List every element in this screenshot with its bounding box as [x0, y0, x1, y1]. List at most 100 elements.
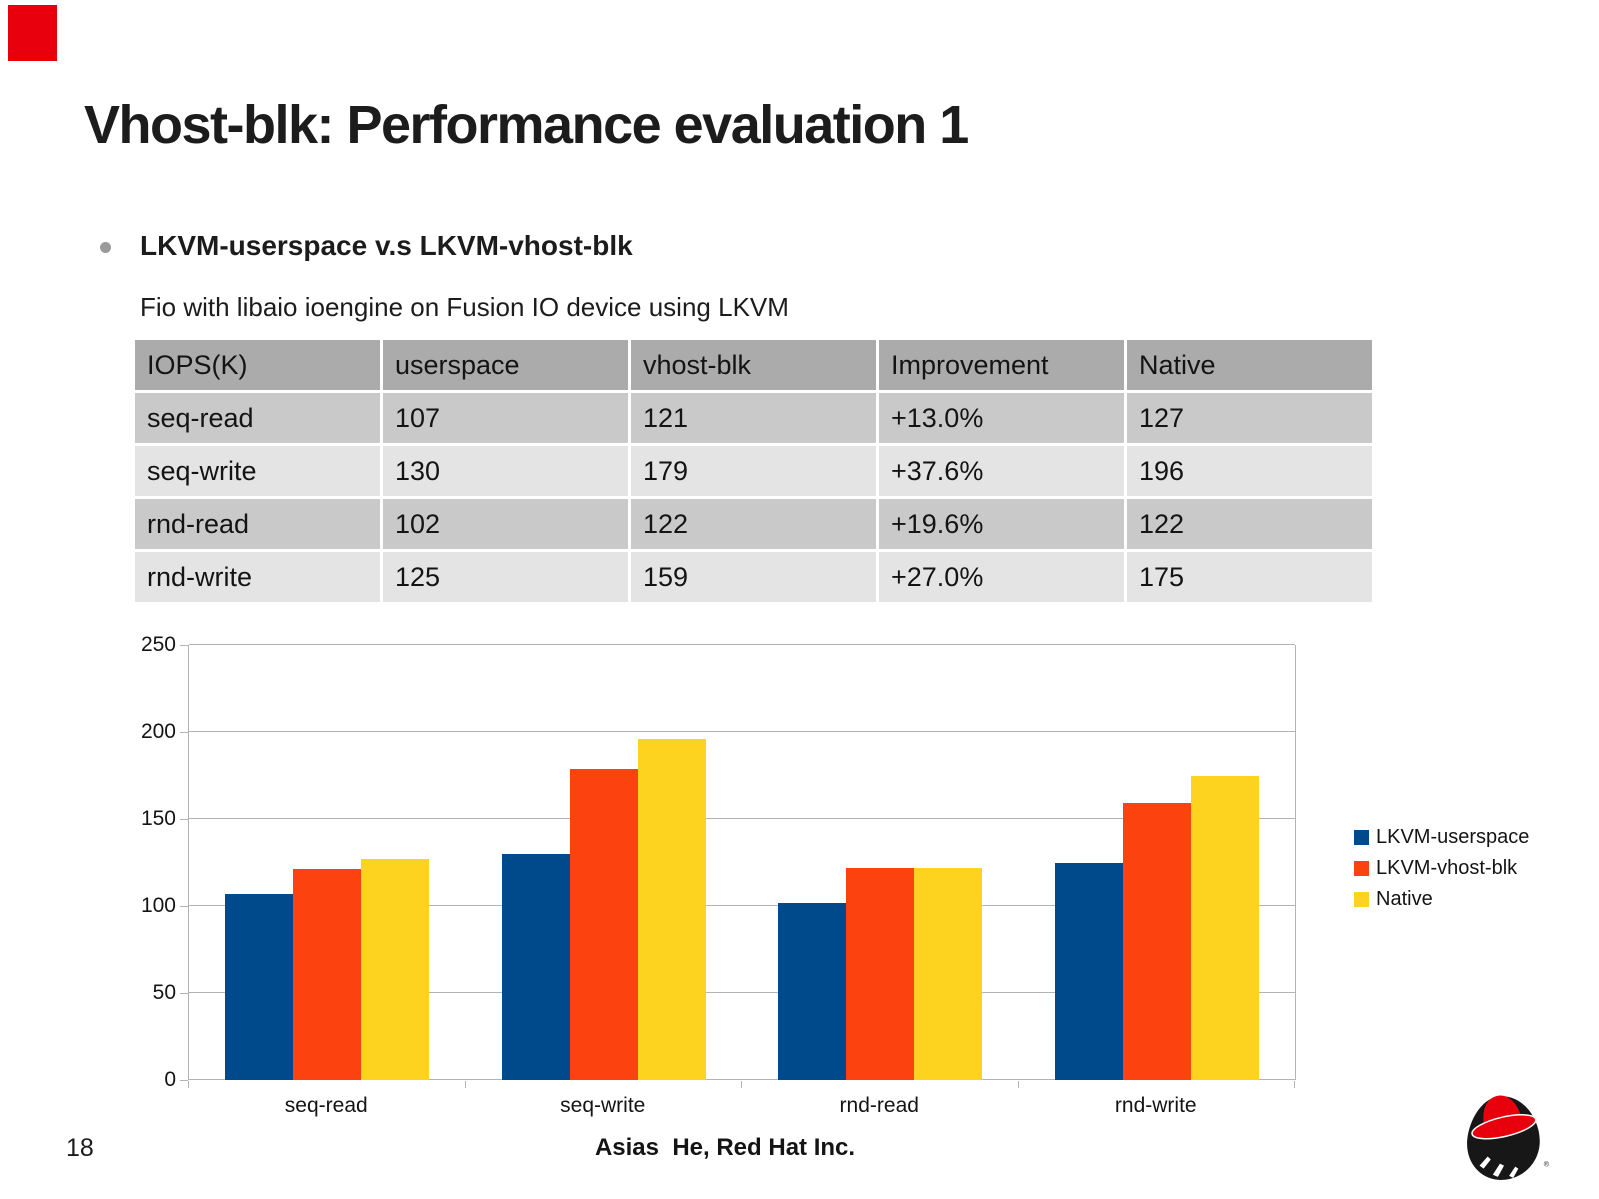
chart-bar — [637, 738, 706, 1080]
y-axis-label: 250 — [140, 633, 176, 656]
chart-gridline — [189, 992, 1295, 993]
x-axis-label: rnd-read — [839, 1094, 919, 1117]
table-cell: seq-write — [147, 455, 257, 486]
slide-subtitle: Fio with libaio ioengine on Fusion IO de… — [140, 292, 789, 322]
table-cell: +13.0% — [891, 402, 984, 433]
legend-swatch — [1354, 892, 1369, 907]
chart-bar-group — [742, 645, 1019, 1080]
table-cell: 125 — [395, 561, 441, 592]
table-header-cell: Improvement — [891, 349, 1049, 380]
bullet-label: LKVM-userspace v.s LKVM-vhost-blk — [140, 230, 633, 261]
table-cell: 102 — [395, 508, 441, 539]
table-cell: 122 — [643, 508, 689, 539]
x-axis-label: seq-read — [284, 1094, 368, 1117]
chart-bar — [914, 867, 983, 1080]
y-axis-label: 0 — [164, 1068, 176, 1091]
table-cell: 107 — [395, 402, 441, 433]
x-axis-tick — [188, 1081, 189, 1088]
chart-gridline — [189, 905, 1295, 906]
y-axis-tick — [180, 993, 188, 994]
table-body: seq-read 107 121 +13.0% 127 seq-write 130 179 +3… — [135, 393, 1372, 602]
table-cell: 196 — [1139, 455, 1185, 486]
table-header-row: IOPS(K) userspace vhost-blk Improvement Nati… — [135, 340, 1372, 390]
chart-bar — [293, 869, 362, 1080]
chart-gridline — [189, 818, 1295, 819]
legend-swatch — [1354, 830, 1369, 845]
x-axis-label: rnd-write — [1114, 1094, 1197, 1117]
legend-label: LKVM-vhost-blk — [1376, 857, 1518, 879]
y-axis-tick — [180, 645, 188, 646]
chart-gridline — [189, 644, 1295, 645]
y-axis-tick — [180, 906, 188, 907]
x-axis-label: seq-write — [560, 1094, 646, 1117]
y-axis-label: 100 — [140, 894, 176, 917]
table-cell: 175 — [1139, 561, 1185, 592]
legend-label: LKVM-userspace — [1376, 826, 1530, 848]
table-cell: +37.6% — [891, 455, 984, 486]
bullet-item: LKVM-userspace v.s LKVM-vhost-blk — [100, 230, 633, 262]
chart-bars — [189, 645, 1295, 1080]
table-row: seq-read 107 121 +13.0% 127 — [135, 393, 1372, 443]
table-header-cell: IOPS(K) — [147, 349, 248, 380]
table-cell: 159 — [643, 561, 689, 592]
chart-bar-group — [1019, 645, 1296, 1080]
redhat-logo-icon: ® — [1467, 1095, 1550, 1180]
table-cell: +19.6% — [891, 508, 984, 539]
legend-swatch — [1354, 861, 1369, 876]
chart-bar — [778, 902, 847, 1080]
table-cell: 121 — [643, 402, 689, 433]
chart-plot-area — [188, 644, 1296, 1080]
table-cell: 179 — [643, 455, 689, 486]
table-row: rnd-write 125 159 +27.0% 175 — [135, 552, 1372, 602]
table-cell: seq-read — [147, 402, 254, 433]
bullet-icon — [100, 241, 111, 253]
chart-bar — [846, 867, 915, 1080]
x-axis-tick — [741, 1081, 742, 1088]
legend-item: LKVM-vhost-blk — [1354, 857, 1529, 880]
chart-bar-group — [189, 645, 466, 1080]
table-header-cell: vhost-blk — [643, 349, 752, 380]
legend-item: LKVM-userspace — [1354, 826, 1529, 849]
table-header-cell: Native — [1139, 349, 1216, 380]
y-axis-tick — [180, 732, 188, 733]
table-header-cell: userspace — [395, 349, 520, 380]
chart-bar-group — [466, 645, 743, 1080]
y-axis-label: 50 — [152, 981, 176, 1004]
iops-table: IOPS(K) userspace vhost-blk Improvement Nati… — [132, 337, 1375, 605]
x-axis-tick — [464, 1081, 466, 1088]
table-cell: 127 — [1139, 402, 1185, 433]
table-cell: 130 — [395, 455, 441, 486]
y-axis-label: 200 — [140, 720, 176, 743]
chart-bar — [1054, 862, 1123, 1080]
chart-bar — [1122, 803, 1191, 1080]
table-cell: 122 — [1139, 508, 1185, 539]
chart-gridline — [189, 731, 1295, 732]
chart-bar — [569, 768, 638, 1080]
chart-gridline — [189, 1079, 1295, 1080]
chart-bar — [501, 853, 570, 1080]
legend-label: Native — [1376, 888, 1433, 910]
svg-text:®: ® — [1544, 1161, 1550, 1169]
table-head: IOPS(K) userspace vhost-blk Improvement Nati… — [135, 340, 1372, 390]
chart-bar — [361, 859, 430, 1080]
table-cell: rnd-read — [147, 508, 250, 539]
x-axis-tick — [1017, 1081, 1019, 1088]
chart-legend: LKVM-userspace LKVM-vhost-blk Native — [1354, 826, 1529, 919]
table-cell: rnd-write — [147, 561, 253, 592]
chart-bar — [225, 893, 294, 1080]
legend-item: Native — [1354, 888, 1529, 911]
y-axis-label: 150 — [140, 807, 176, 830]
x-axis-tick — [1294, 1081, 1295, 1088]
footer-author: Asias He, Red Hat Inc. — [594, 1134, 856, 1161]
y-axis-tick — [180, 1080, 188, 1081]
table-row: rnd-read 102 122 +19.6% 122 — [135, 499, 1372, 549]
page-number: 18 — [66, 1134, 94, 1162]
redhat-corner-mark — [8, 5, 57, 61]
chart-bar — [1190, 775, 1259, 1080]
y-axis-tick — [180, 819, 188, 820]
table-row: seq-write 130 179 +37.6% 196 — [135, 446, 1372, 496]
page-title: Vhost-blk: Performance evaluation 1 — [84, 95, 969, 155]
table-cell: +27.0% — [891, 561, 984, 592]
